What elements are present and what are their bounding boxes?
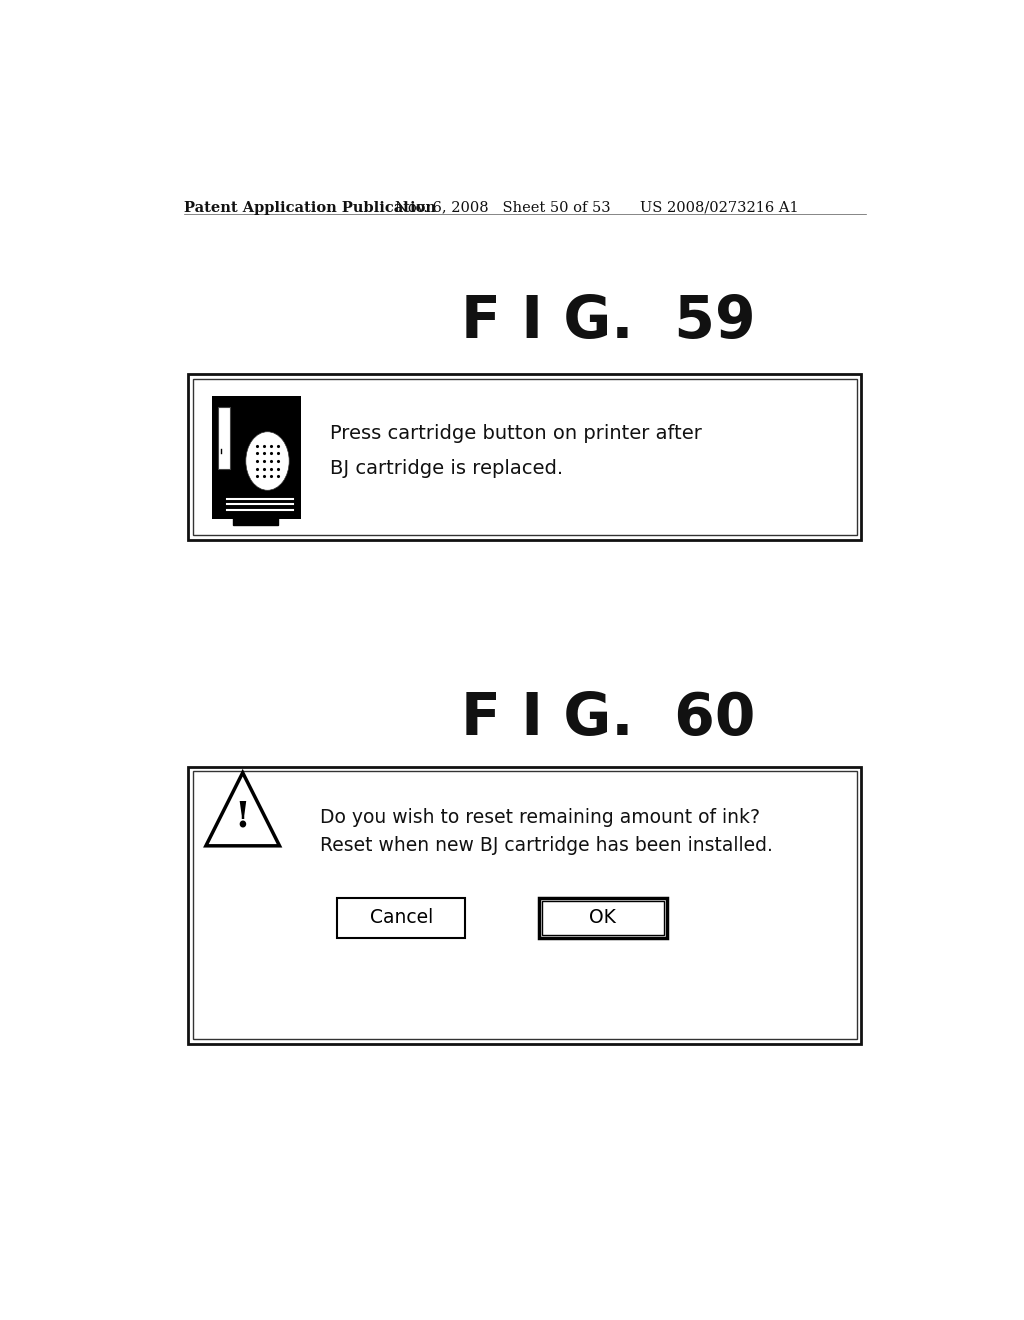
Bar [212,396,301,519]
Bar [337,898,465,937]
Bar [542,900,664,935]
Ellipse shape [246,432,289,490]
Bar [539,898,667,937]
Text: !: ! [234,800,251,834]
Text: Nov. 6, 2008   Sheet 50 of 53: Nov. 6, 2008 Sheet 50 of 53 [395,201,611,215]
Bar [233,516,278,525]
Text: OK: OK [589,908,616,927]
Text: F I G.  59: F I G. 59 [461,293,756,350]
Bar [188,767,861,1044]
Text: Do you wish to reset remaining amount of ink?: Do you wish to reset remaining amount of… [321,808,760,826]
Bar [188,374,861,540]
Text: US 2008/0273216 A1: US 2008/0273216 A1 [640,201,798,215]
Bar [194,771,856,1039]
Bar [194,379,856,535]
Text: Reset when new BJ cartridge has been installed.: Reset when new BJ cartridge has been ins… [321,836,773,855]
Text: F I G.  60: F I G. 60 [462,689,756,747]
Text: BJ cartridge is replaced.: BJ cartridge is replaced. [330,459,562,478]
Text: Press cartridge button on printer after: Press cartridge button on printer after [330,424,701,444]
Text: Cancel: Cancel [370,908,433,927]
Text: Patent Application Publication: Patent Application Publication [183,201,436,215]
Bar [218,407,230,469]
